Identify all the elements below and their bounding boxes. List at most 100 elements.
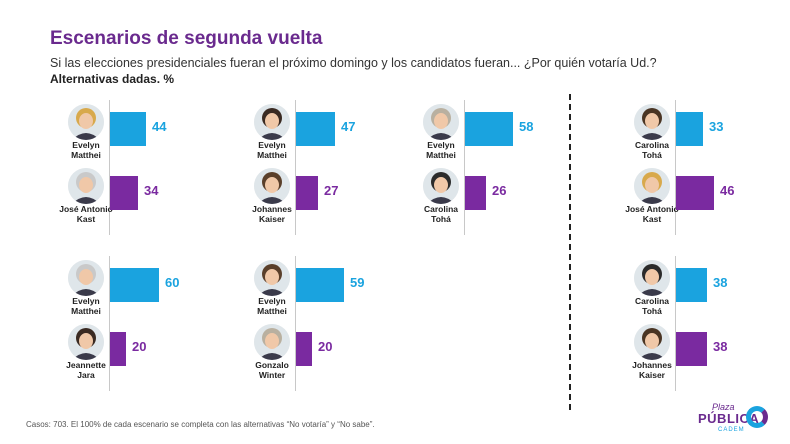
scenario-5: Evelyn Matthei 60 Jeannette Jara 20 xyxy=(51,256,201,391)
candidate-name-line: Kast xyxy=(76,214,96,224)
candidate-name: Johannes Kaiser xyxy=(607,360,697,380)
candidate-row: Carolina Tohá 26 xyxy=(406,168,556,230)
bar-axis xyxy=(295,256,296,391)
candidate-name-line: Matthei xyxy=(426,150,456,160)
alternatives-note: Alternativas dadas. % xyxy=(50,72,175,86)
candidate-photo-icon xyxy=(423,104,459,140)
candidate-name: Johannes Kaiser xyxy=(227,204,317,224)
vote-bar xyxy=(676,268,707,302)
candidate-name: Jeannette Jara xyxy=(41,360,131,380)
scenario-7: Carolina Tohá 38 Johannes Kaiser 38 xyxy=(617,256,767,391)
candidate-name-line: Kaiser xyxy=(259,214,285,224)
candidate-name-line: Kast xyxy=(642,214,662,224)
logo-text-plaza: Plaza xyxy=(712,402,735,412)
candidate-photo-icon xyxy=(254,104,290,140)
candidate-photo-icon xyxy=(68,168,104,204)
candidate-photo-icon xyxy=(634,260,670,296)
candidate-row: Evelyn Matthei 58 xyxy=(406,104,556,166)
candidate-photo-icon xyxy=(254,168,290,204)
candidate-name: Evelyn Matthei xyxy=(227,296,317,316)
scenario-1: Evelyn Matthei 44 José Antonio Kast 34 xyxy=(51,100,201,235)
vote-value-label: 20 xyxy=(318,339,333,354)
vote-bar xyxy=(110,112,146,146)
vote-value-label: 44 xyxy=(152,119,167,134)
vote-value-label: 58 xyxy=(519,119,534,134)
candidate-name-line: Matthei xyxy=(71,150,101,160)
vote-bar xyxy=(465,176,486,210)
candidate-name-line: Gonzalo xyxy=(255,360,289,370)
plaza-publica-logo: Plaza PÚBLICA CADEM xyxy=(696,402,776,438)
candidate-name-line: Evelyn xyxy=(72,140,100,150)
candidate-name-line: Tohá xyxy=(642,150,662,160)
vote-bar xyxy=(676,112,703,146)
bar-axis xyxy=(464,100,465,235)
candidate-photo-icon xyxy=(254,260,290,296)
candidate-name: Carolina Tohá xyxy=(396,204,486,224)
candidate-row: Evelyn Matthei 44 xyxy=(51,104,201,166)
candidate-row: Evelyn Matthei 47 xyxy=(237,104,387,166)
footnote: Casos: 703. El 100% de cada escenario se… xyxy=(26,420,375,429)
vote-value-label: 34 xyxy=(144,183,159,198)
candidate-photo-icon xyxy=(68,104,104,140)
candidate-name: Evelyn Matthei xyxy=(396,140,486,160)
candidate-name-line: Kaiser xyxy=(639,370,665,380)
candidate-name-line: Matthei xyxy=(257,306,287,316)
candidate-photo-icon xyxy=(634,324,670,360)
vote-bar xyxy=(296,332,312,366)
logo-text-publica: PÚBLICA xyxy=(698,411,760,426)
candidate-photo-icon xyxy=(254,324,290,360)
candidate-row: José Antonio Kast 46 xyxy=(617,168,767,230)
bar-axis xyxy=(675,256,676,391)
candidate-row: Jeannette Jara 20 xyxy=(51,324,201,386)
candidate-photo-icon xyxy=(423,168,459,204)
candidate-name-line: Carolina xyxy=(423,204,458,214)
vote-value-label: 59 xyxy=(350,275,365,290)
candidate-name: Carolina Tohá xyxy=(607,140,697,160)
candidate-row: Johannes Kaiser 38 xyxy=(617,324,767,386)
vote-value-label: 33 xyxy=(709,119,724,134)
candidate-name-line: Tohá xyxy=(431,214,451,224)
candidate-name-line: Matthei xyxy=(257,150,287,160)
candidate-name-line: Evelyn xyxy=(258,296,286,306)
candidate-row: Evelyn Matthei 59 xyxy=(237,260,387,322)
candidate-row: Gonzalo Winter 20 xyxy=(237,324,387,386)
candidate-name: Carolina Tohá xyxy=(607,296,697,316)
vote-value-label: 27 xyxy=(324,183,339,198)
logo-mark-icon xyxy=(746,406,768,428)
candidate-name-line: Carolina xyxy=(634,140,669,150)
vote-bar xyxy=(676,176,714,210)
candidate-name-line: Johannes xyxy=(632,360,672,370)
candidate-row: Carolina Tohá 38 xyxy=(617,260,767,322)
bar-axis xyxy=(295,100,296,235)
vote-value-label: 38 xyxy=(713,275,728,290)
candidate-name-line: Johannes xyxy=(252,204,292,214)
vote-bar xyxy=(110,176,138,210)
logo-text-cadem: CADEM xyxy=(718,427,745,433)
vote-value-label: 20 xyxy=(132,339,147,354)
scenario-4: Carolina Tohá 33 José Antonio Kast 46 xyxy=(617,100,767,235)
vote-value-label: 26 xyxy=(492,183,507,198)
candidate-name: Gonzalo Winter xyxy=(227,360,317,380)
scenario-3: Evelyn Matthei 58 Carolina Tohá 26 xyxy=(406,100,556,235)
vote-value-label: 47 xyxy=(341,119,356,134)
vote-value-label: 46 xyxy=(720,183,735,198)
scenario-divider xyxy=(569,94,571,410)
vote-bar xyxy=(110,268,159,302)
candidate-row: Carolina Tohá 33 xyxy=(617,104,767,166)
candidate-photo-icon xyxy=(68,324,104,360)
vote-bar xyxy=(465,112,513,146)
candidate-name-line: José Antonio xyxy=(625,204,679,214)
candidate-name-line: Evelyn xyxy=(72,296,100,306)
candidate-photo-icon xyxy=(634,104,670,140)
candidate-photo-icon xyxy=(68,260,104,296)
candidate-row: Johannes Kaiser 27 xyxy=(237,168,387,230)
candidate-name-line: Matthei xyxy=(71,306,101,316)
bar-axis xyxy=(109,256,110,391)
candidate-name-line: Evelyn xyxy=(427,140,455,150)
vote-value-label: 60 xyxy=(165,275,180,290)
candidate-name-line: Jara xyxy=(77,370,95,380)
vote-bar xyxy=(296,176,318,210)
candidate-name-line: Carolina xyxy=(634,296,669,306)
candidate-name: José Antonio Kast xyxy=(607,204,697,224)
vote-value-label: 38 xyxy=(713,339,728,354)
